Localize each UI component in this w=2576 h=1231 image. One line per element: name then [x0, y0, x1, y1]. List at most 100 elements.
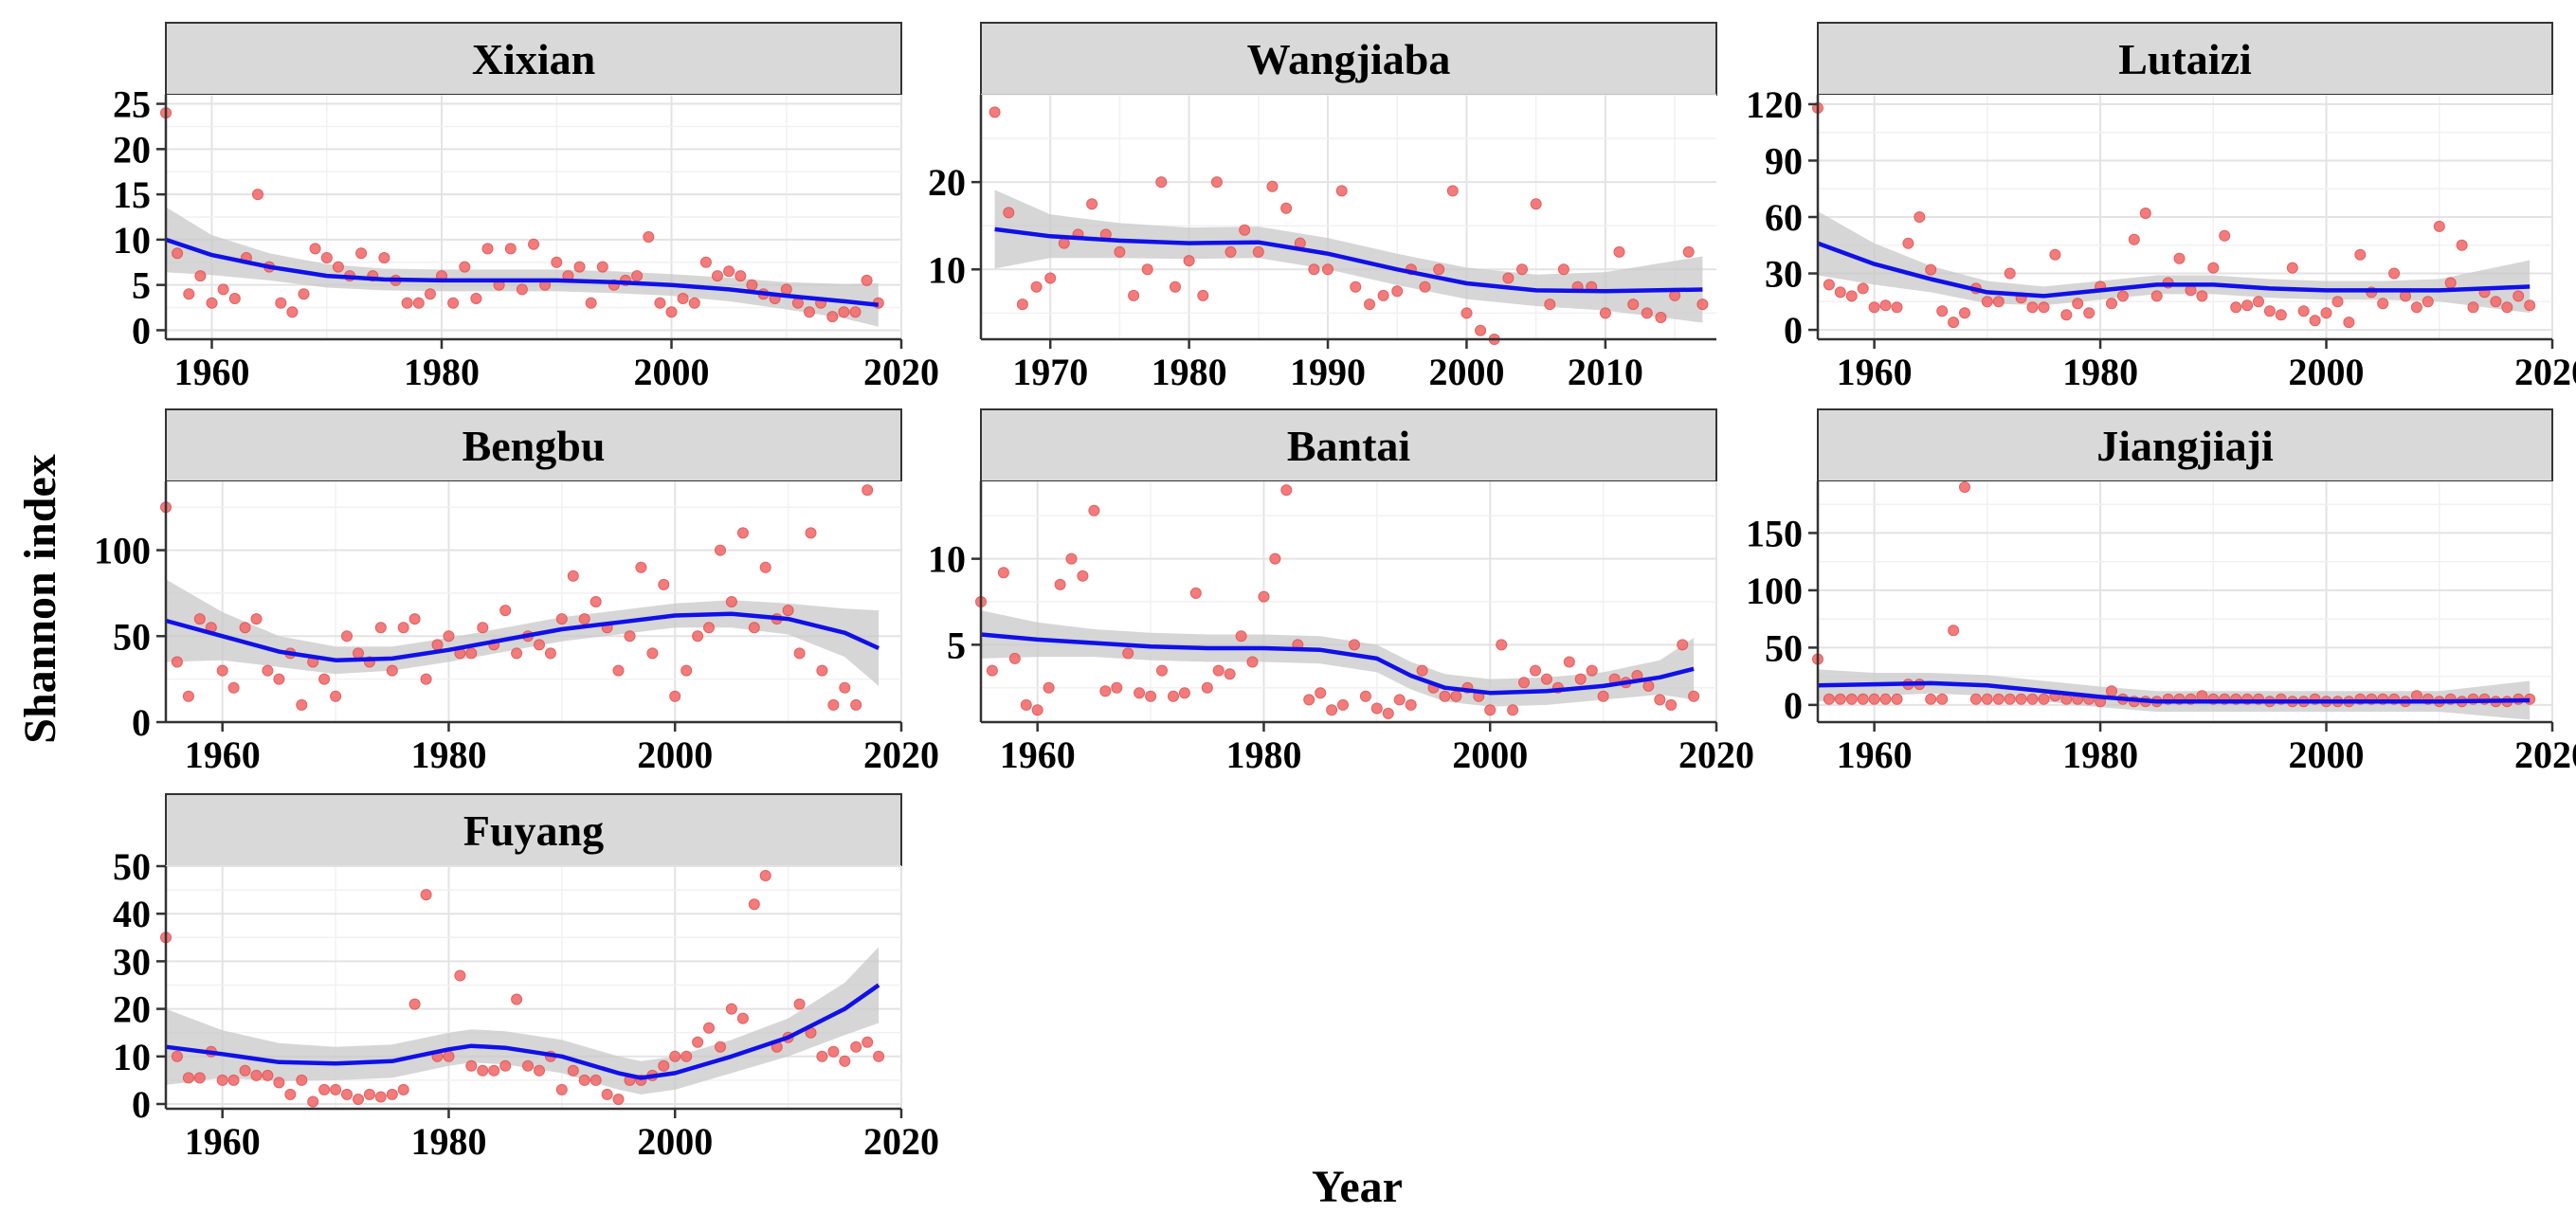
data-point [1563, 656, 1575, 668]
smooth-line [1817, 241, 2531, 299]
data-point [849, 306, 862, 318]
data-points [160, 484, 874, 711]
data-point [239, 1064, 251, 1077]
data-point [646, 647, 659, 660]
data-point [2513, 290, 2525, 302]
data-point [499, 605, 512, 617]
data-point [183, 288, 195, 300]
data-point [1902, 237, 1914, 249]
data-point [318, 673, 331, 685]
data-point [2331, 296, 2344, 308]
data-point [573, 261, 586, 273]
x-tick-label: 2000 [2289, 733, 2365, 776]
data-point [286, 306, 299, 318]
panel-strip [165, 408, 902, 482]
data-point [2388, 267, 2401, 280]
x-tick-label: 2020 [2514, 351, 2576, 393]
data-point [528, 238, 539, 250]
data-point [1377, 289, 1389, 301]
data-point [578, 613, 590, 625]
data-point [397, 1083, 409, 1095]
data-point [735, 270, 747, 282]
data-point [1544, 299, 1556, 311]
x-tick-label: 1960 [1837, 351, 1913, 393]
data-point [374, 1091, 387, 1103]
data-point [307, 1095, 319, 1108]
data-point [2207, 262, 2220, 274]
data-point [624, 630, 636, 643]
data-point [1020, 698, 1032, 711]
data-point [677, 293, 689, 304]
smooth-line [165, 611, 880, 662]
data-point [1936, 693, 1949, 705]
data-point [1574, 673, 1587, 685]
data-point [1350, 281, 1362, 293]
panel-title: Lutaizi [2118, 35, 2252, 83]
data-point [665, 306, 678, 318]
data-point [443, 1050, 455, 1062]
y-tick-label: 100 [94, 530, 151, 572]
data-point [216, 664, 228, 677]
panel-strip [165, 22, 902, 96]
data-point [1266, 180, 1279, 192]
data-point [1315, 687, 1327, 699]
data-point [1677, 639, 1689, 651]
panel-jiangjiaji: Jiangjiaji 0 50 100 150 1960 1980 2000 2020 [1746, 408, 2576, 776]
data-point [643, 231, 655, 243]
data-point [1170, 281, 1181, 293]
data-point [1111, 681, 1123, 694]
data-point [217, 283, 229, 296]
data-point [839, 681, 851, 694]
data-point [273, 1077, 285, 1089]
y-tick-label: 30 [1765, 253, 1803, 296]
x-tick-label: 1980 [404, 351, 480, 393]
x-tick-label: 1960 [1837, 733, 1913, 776]
data-point [1088, 504, 1100, 516]
data-point [363, 1088, 375, 1100]
data-point [1235, 630, 1247, 643]
data-point [401, 297, 413, 309]
data-point [534, 639, 545, 651]
data-point [193, 1072, 206, 1084]
y-tick-label: 120 [1746, 83, 1803, 126]
data-point [239, 622, 251, 634]
data-point [454, 969, 466, 982]
data-points [1812, 101, 2536, 329]
data-point [1845, 693, 1858, 705]
data-point [2015, 693, 2027, 705]
data-point [355, 247, 368, 260]
data-point [658, 578, 670, 590]
data-point [1145, 690, 1157, 702]
data-point [171, 1050, 183, 1062]
x-tick-label: 1990 [1290, 351, 1366, 393]
data-point [1823, 279, 1835, 291]
y-tick-label: 5 [132, 264, 151, 307]
data-point [736, 527, 749, 539]
data-point [805, 527, 817, 539]
y-tick-label: 0 [1784, 309, 1803, 352]
data-point [2230, 301, 2242, 314]
data-point [1530, 664, 1541, 677]
data-point [1178, 687, 1190, 699]
data-point [1016, 299, 1028, 311]
y-tick-label: 60 [1765, 196, 1803, 239]
data-point [2150, 290, 2163, 302]
data-point [2196, 290, 2208, 302]
x-tick-label: 2000 [637, 733, 713, 776]
x-tick-label: 1970 [1012, 351, 1088, 393]
data-point [412, 297, 425, 309]
x-tick-label: 2020 [863, 1120, 939, 1163]
data-point [1936, 305, 1949, 317]
data-point [1335, 185, 1348, 197]
x-tick-label: 1960 [185, 733, 261, 776]
y-tick-label: 0 [1784, 684, 1803, 727]
data-point [1210, 176, 1223, 189]
data-point [827, 698, 840, 711]
data-point [1141, 263, 1153, 276]
smooth-line [1817, 680, 2531, 704]
data-point [736, 1012, 749, 1024]
data-points [160, 870, 885, 1108]
confidence-band [1818, 669, 2531, 720]
data-point [309, 243, 321, 255]
y-tick-label: 0 [132, 309, 151, 352]
